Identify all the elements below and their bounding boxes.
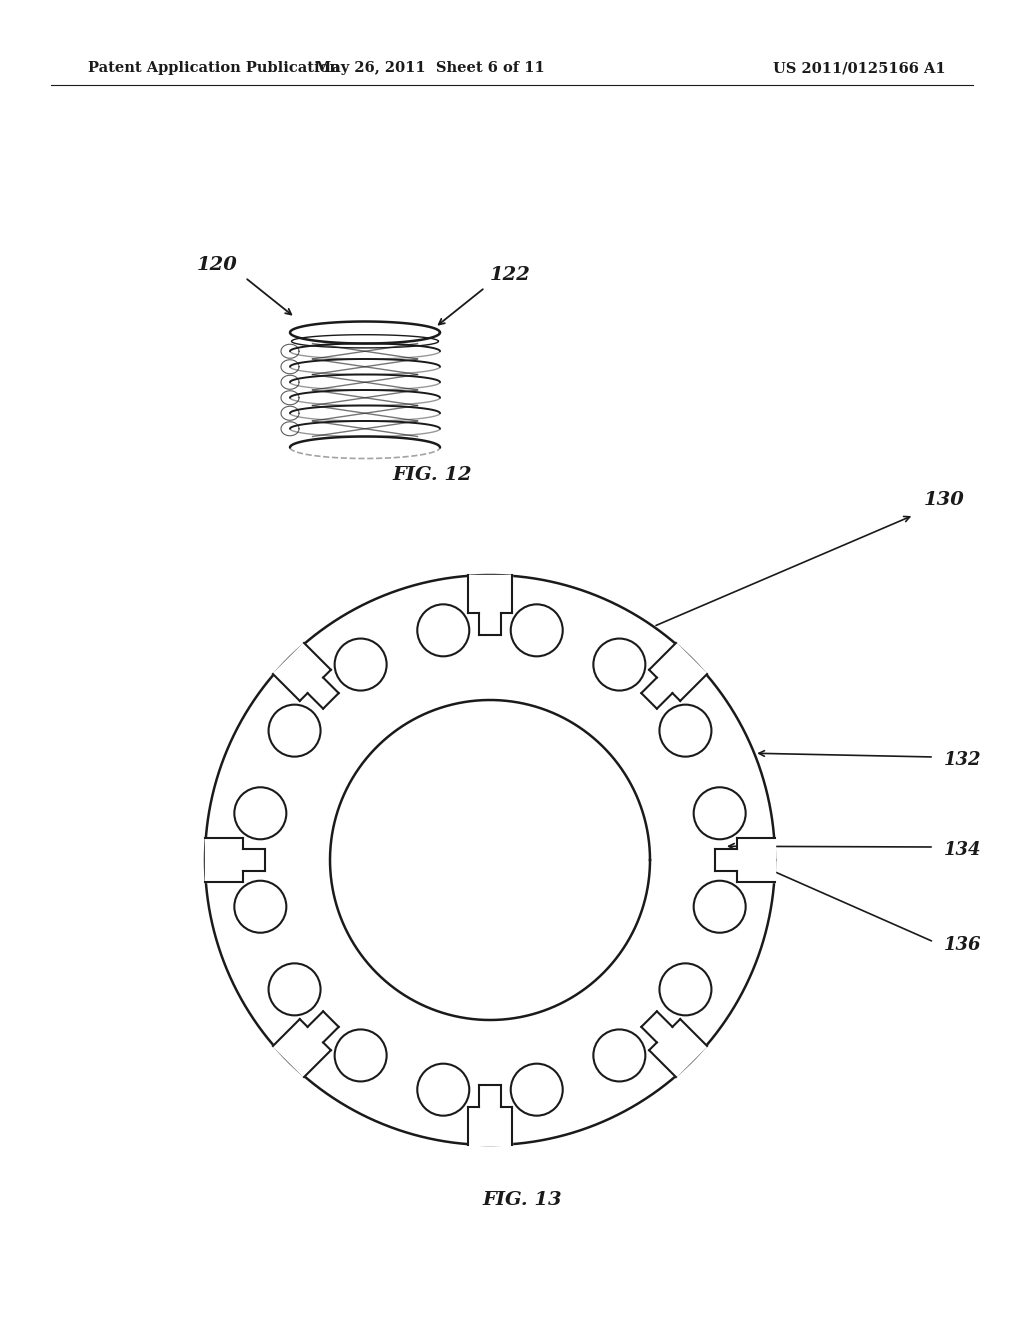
Circle shape (335, 639, 387, 690)
Text: 134: 134 (944, 841, 981, 859)
Circle shape (335, 1030, 387, 1081)
Text: 122: 122 (490, 267, 530, 285)
Circle shape (268, 964, 321, 1015)
Circle shape (268, 705, 321, 756)
Circle shape (659, 964, 712, 1015)
Circle shape (593, 1030, 645, 1081)
Circle shape (417, 605, 469, 656)
Circle shape (659, 705, 712, 756)
Polygon shape (273, 643, 339, 709)
Circle shape (234, 787, 287, 840)
Circle shape (593, 639, 645, 690)
Circle shape (693, 880, 745, 933)
Text: Patent Application Publication: Patent Application Publication (88, 61, 340, 75)
Text: 120: 120 (198, 256, 238, 275)
Polygon shape (205, 838, 265, 882)
Polygon shape (468, 1085, 512, 1144)
Polygon shape (468, 576, 512, 635)
Circle shape (417, 1064, 469, 1115)
Circle shape (511, 1064, 563, 1115)
Circle shape (234, 880, 287, 933)
Polygon shape (273, 1011, 339, 1077)
Text: FIG. 13: FIG. 13 (482, 1191, 562, 1209)
Text: May 26, 2011  Sheet 6 of 11: May 26, 2011 Sheet 6 of 11 (315, 61, 545, 75)
Polygon shape (715, 838, 775, 882)
Text: 136: 136 (944, 936, 981, 954)
Circle shape (511, 605, 563, 656)
Text: FIG. 12: FIG. 12 (392, 466, 472, 484)
Polygon shape (641, 643, 708, 709)
Text: US 2011/0125166 A1: US 2011/0125166 A1 (773, 61, 946, 75)
Text: 130: 130 (924, 491, 965, 510)
Text: 132: 132 (944, 751, 981, 770)
Circle shape (693, 787, 745, 840)
Polygon shape (641, 1011, 708, 1077)
